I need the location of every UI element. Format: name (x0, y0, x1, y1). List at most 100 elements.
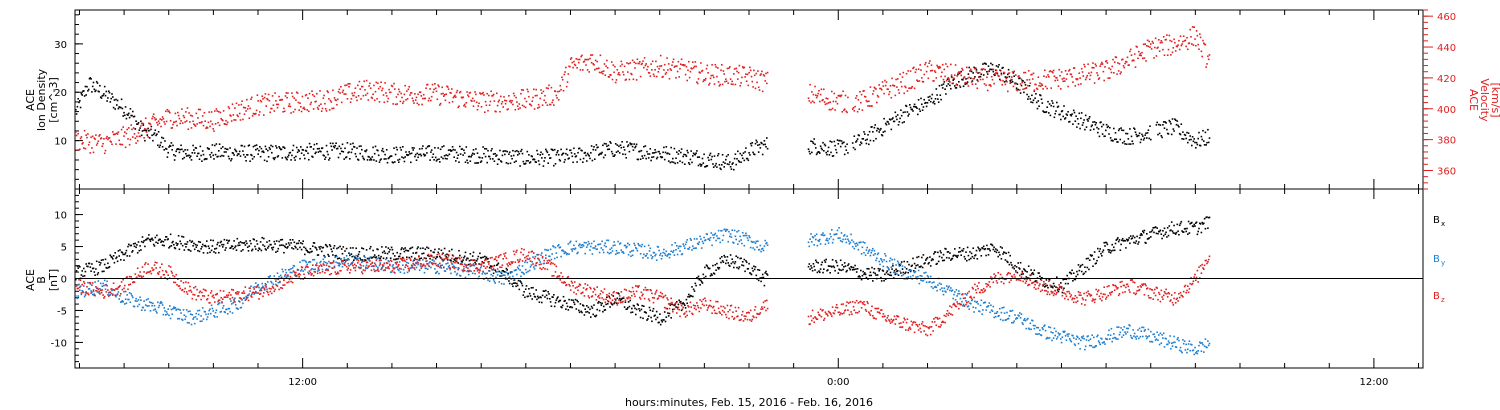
bx-point (315, 247, 317, 249)
bx-point (669, 304, 672, 306)
bx-point (545, 289, 547, 292)
velocity-point (611, 78, 614, 81)
velocity-point (503, 96, 505, 98)
bx-point (462, 259, 464, 261)
by-point (130, 293, 132, 295)
velocity-point (852, 106, 855, 109)
bx-point (1133, 236, 1136, 239)
velocity-point (999, 79, 1002, 82)
bx-point (704, 275, 707, 278)
velocity-point (575, 58, 578, 60)
bx-point (990, 243, 993, 246)
density-point (375, 160, 378, 162)
velocity-point (1181, 43, 1183, 45)
bx-point (599, 301, 602, 304)
velocity-point (605, 65, 607, 67)
bx-point (233, 240, 235, 242)
by-point (240, 306, 243, 309)
velocity-point (537, 103, 540, 106)
velocity-point (381, 89, 383, 92)
bx-point (515, 285, 517, 288)
by-point (102, 282, 104, 285)
velocity-point (396, 103, 398, 105)
bx-point (116, 256, 118, 258)
density-point (1206, 141, 1208, 144)
density-point (1149, 125, 1151, 127)
velocity-point (382, 94, 385, 96)
density-point (936, 94, 938, 96)
by-point (454, 271, 456, 273)
density-point (1117, 141, 1119, 143)
density-point (259, 146, 261, 148)
by-point (486, 272, 488, 275)
bx-point (1138, 237, 1141, 239)
velocity-point (760, 73, 762, 75)
bx-point (319, 248, 321, 250)
by-point (202, 318, 205, 320)
density-point (621, 141, 623, 143)
density-point (351, 148, 353, 151)
velocity-point (377, 87, 380, 90)
velocity-point (1045, 76, 1048, 78)
density-point (939, 94, 942, 96)
bx-point (866, 267, 868, 270)
density-point (813, 138, 815, 140)
velocity-point (606, 59, 608, 62)
by-point (569, 241, 571, 244)
bx-point (424, 248, 427, 250)
bx-point (156, 234, 158, 237)
density-point (663, 158, 666, 161)
by-point (590, 245, 592, 248)
by-point (80, 293, 83, 296)
velocity-point (1128, 64, 1130, 66)
bx-point (852, 266, 855, 269)
velocity-point (384, 82, 386, 84)
density-point (696, 150, 698, 152)
bx-point (249, 240, 251, 242)
density-point (268, 146, 271, 149)
bx-point (387, 247, 390, 249)
bx-point (312, 245, 314, 247)
velocity-point (1051, 70, 1053, 73)
by-point (160, 301, 162, 303)
density-point (727, 154, 729, 156)
density-point (1043, 111, 1045, 113)
velocity-point (919, 64, 921, 66)
velocity-point (110, 141, 112, 143)
bx-point (834, 269, 836, 272)
density-point (89, 77, 92, 79)
density-point (103, 85, 106, 88)
bx-point (270, 243, 272, 246)
velocity-point (1118, 63, 1121, 65)
density-point (1011, 81, 1014, 83)
velocity-point (933, 80, 935, 82)
density-point (358, 145, 361, 148)
bx-point (984, 248, 987, 250)
bx-point (149, 240, 152, 242)
density-point (110, 97, 112, 100)
velocity-point (311, 90, 313, 92)
bx-point (1203, 217, 1206, 220)
density-point (877, 128, 880, 130)
velocity-point (979, 78, 982, 81)
bx-point (281, 238, 284, 241)
velocity-point (80, 136, 83, 138)
bx-point (247, 250, 250, 252)
velocity-point (281, 98, 284, 101)
density-point (1185, 137, 1187, 140)
velocity-point (116, 133, 119, 135)
density-point (452, 148, 455, 151)
density-point (1203, 144, 1206, 146)
bx-point (447, 259, 449, 261)
density-point (1184, 134, 1187, 137)
by-point (434, 268, 436, 270)
velocity-point (515, 96, 517, 99)
velocity-point (1138, 54, 1141, 57)
density-point (318, 147, 320, 150)
velocity-point (275, 100, 277, 102)
density-point (195, 147, 198, 149)
density-point (550, 148, 553, 151)
bx-point (1155, 232, 1158, 235)
bx-point (573, 303, 576, 306)
velocity-point (131, 128, 133, 131)
